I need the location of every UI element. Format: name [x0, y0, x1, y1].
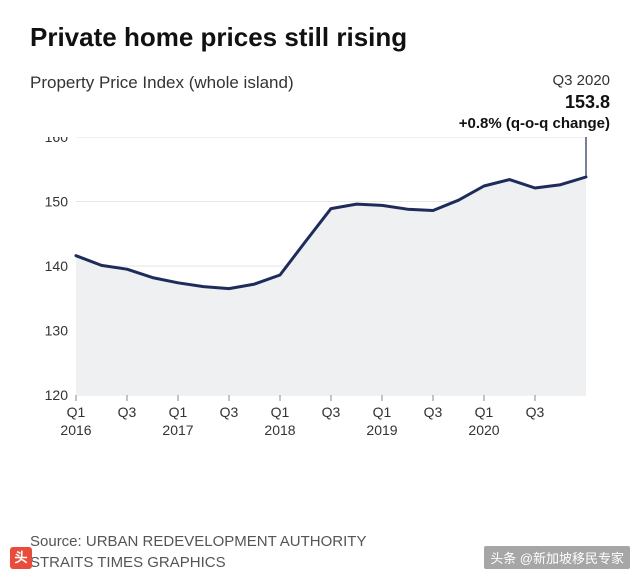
- svg-text:130: 130: [45, 323, 69, 339]
- svg-text:160: 160: [45, 137, 69, 145]
- svg-text:2017: 2017: [162, 422, 193, 438]
- svg-text:2019: 2019: [366, 422, 397, 438]
- svg-text:Q1: Q1: [271, 404, 290, 420]
- svg-text:2016: 2016: [60, 422, 91, 438]
- svg-text:2020: 2020: [468, 422, 499, 438]
- watermark-logo: 头: [10, 547, 32, 569]
- svg-text:Q1: Q1: [373, 404, 392, 420]
- latest-point-annotation: Q3 2020 153.8 +0.8% (q-o-q change): [459, 71, 610, 133]
- svg-text:Q3: Q3: [220, 404, 239, 420]
- svg-text:2018: 2018: [264, 422, 295, 438]
- svg-text:Q1: Q1: [67, 404, 86, 420]
- svg-text:Q3: Q3: [322, 404, 341, 420]
- svg-text:120: 120: [45, 387, 69, 403]
- svg-text:150: 150: [45, 194, 69, 210]
- svg-text:Q1: Q1: [475, 404, 494, 420]
- svg-text:Q1: Q1: [169, 404, 188, 420]
- annotation-change: +0.8% (q-o-q change): [459, 114, 610, 134]
- svg-text:Q3: Q3: [526, 404, 545, 420]
- svg-text:140: 140: [45, 258, 69, 274]
- chart-title: Private home prices still rising: [30, 22, 610, 53]
- chart-svg: 120 130 140 150 160 Q1 2016 Q3 Q1 2017 Q3 Q1 2018 Q3 Q…: [30, 137, 600, 467]
- chart-plot: 120 130 140 150 160 Q1 2016 Q3 Q1 2017 Q3 Q1 2018 Q3 Q…: [30, 137, 600, 467]
- annotation-value: 153.8: [459, 91, 610, 114]
- watermark-text: 头条 @新加坡移民专家: [484, 546, 630, 569]
- svg-text:Q3: Q3: [118, 404, 137, 420]
- chart-container: Private home prices still rising Propert…: [30, 22, 610, 573]
- svg-text:Q3: Q3: [424, 404, 443, 420]
- annotation-period: Q3 2020: [459, 71, 610, 91]
